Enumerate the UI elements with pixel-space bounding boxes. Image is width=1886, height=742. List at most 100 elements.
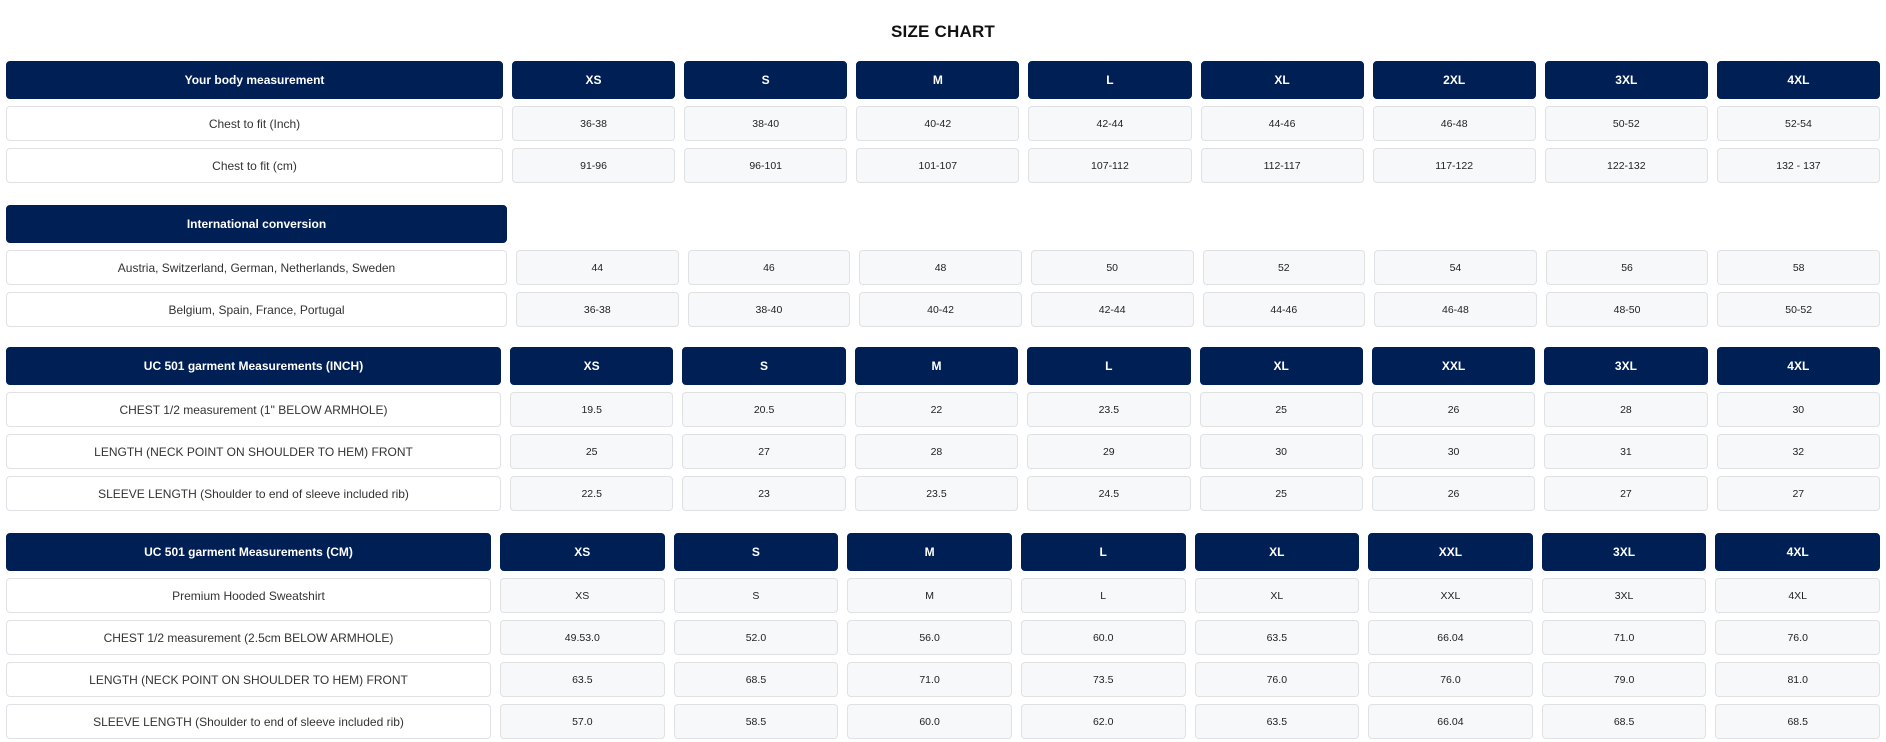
value-cell: 44-46 (1202, 292, 1366, 327)
section-header: UC 501 garment Measurements (CM) (6, 533, 491, 571)
value-cell: 71.0 (847, 662, 1012, 697)
size-header: XL (1200, 61, 1364, 99)
value-cell: 54 (1374, 250, 1537, 285)
value-cell: 36-38 (516, 292, 679, 327)
value-cell: 66.04 (1368, 704, 1533, 739)
section-header: Your body measurement (6, 61, 503, 99)
table-row: LENGTH (NECK POINT ON SHOULDER TO HEM) F… (6, 662, 1880, 697)
value-cell: 50-52 (1544, 106, 1708, 141)
table-row: Austria, Switzerland, German, Netherland… (6, 250, 1880, 285)
value-cell: 68.5 (673, 662, 839, 697)
size-header: M (847, 533, 1012, 571)
value-cell: 117-122 (1372, 148, 1536, 183)
size-header: S (684, 61, 848, 99)
value-cell: 30 (1199, 434, 1363, 469)
value-cell: 91-96 (512, 148, 676, 183)
value-cell: 3XL (1541, 578, 1707, 613)
size-header: 3XL (1544, 61, 1708, 99)
value-cell: 107-112 (1028, 148, 1192, 183)
value-cell: 27 (1716, 476, 1880, 511)
value-cell: 76.0 (1368, 662, 1533, 697)
value-cell: 52 (1202, 250, 1366, 285)
value-cell: 60.0 (847, 704, 1012, 739)
size-header: L (1027, 347, 1191, 385)
value-cell: 24.5 (1027, 476, 1191, 511)
header-row: UC 501 garment Measurements (INCH) XS S M L X… (6, 347, 1880, 385)
value-cell: 48-50 (1545, 292, 1709, 327)
value-cell: 63.5 (1194, 620, 1360, 655)
size-header: XL (1194, 533, 1360, 571)
value-cell: 63.5 (1194, 704, 1360, 739)
value-cell: 32 (1716, 434, 1880, 469)
value-cell: 50-52 (1717, 292, 1880, 327)
value-cell: 73.5 (1020, 662, 1186, 697)
value-cell: XS (500, 578, 665, 613)
value-cell: 22 (854, 392, 1019, 427)
size-header: XS (500, 533, 665, 571)
row-label: Belgium, Spain, France, Portugal (6, 292, 507, 327)
table-row: LENGTH (NECK POINT ON SHOULDER TO HEM) F… (6, 434, 1880, 469)
value-cell: S (673, 578, 839, 613)
value-cell: 68.5 (1715, 704, 1880, 739)
value-cell: 38-40 (687, 292, 851, 327)
value-cell: 26 (1371, 392, 1536, 427)
size-header: XXL (1368, 533, 1533, 571)
value-cell: 58 (1717, 250, 1880, 285)
table-row: SLEEVE LENGTH (Shoulder to end of sleeve… (6, 704, 1880, 739)
section-header: UC 501 garment Measurements (INCH) (6, 347, 501, 385)
row-label: SLEEVE LENGTH (Shoulder to end of sleeve… (6, 704, 491, 739)
size-header: L (1028, 61, 1192, 99)
value-cell: 46-48 (1372, 106, 1536, 141)
section-international-conversion: International conversion Austria, Switzer… (6, 205, 1880, 327)
value-cell: L (1020, 578, 1186, 613)
size-header: M (856, 61, 1020, 99)
value-cell: 22.5 (510, 476, 674, 511)
row-label: Chest to fit (Inch) (6, 106, 503, 141)
value-cell: 23.5 (854, 476, 1019, 511)
value-cell: 52.0 (673, 620, 839, 655)
value-cell: 23.5 (1027, 392, 1191, 427)
table-row: CHEST 1/2 measurement (1" BELOW ARMHOLE)… (6, 392, 1880, 427)
value-cell: 27 (682, 434, 846, 469)
value-cell: 31 (1544, 434, 1708, 469)
section-garment-cm: UC 501 garment Measurements (CM) XS S M L XL X… (6, 533, 1880, 739)
table-row: SLEEVE LENGTH (Shoulder to end of sleeve… (6, 476, 1880, 511)
value-cell: 50 (1030, 250, 1194, 285)
value-cell: 28 (854, 434, 1019, 469)
size-header: 2XL (1372, 61, 1536, 99)
page-title: SIZE CHART (891, 22, 995, 41)
value-cell: 81.0 (1715, 662, 1880, 697)
value-cell: 25 (1199, 476, 1363, 511)
table-row: Belgium, Spain, France, Portugal 36-38 38-… (6, 292, 1880, 327)
value-cell: 44-46 (1200, 106, 1364, 141)
size-header: 3XL (1541, 533, 1707, 571)
value-cell: 132 - 137 (1716, 148, 1880, 183)
value-cell: 42-44 (1030, 292, 1194, 327)
size-header: M (854, 347, 1019, 385)
row-label: Austria, Switzerland, German, Netherland… (6, 250, 507, 285)
table-row: Premium Hooded Sweatshirt XS S M L XL XXL 3XL 4X… (6, 578, 1880, 613)
value-cell: 46-48 (1374, 292, 1537, 327)
size-header: S (673, 533, 839, 571)
row-label: Chest to fit (cm) (6, 148, 503, 183)
size-header: XL (1199, 347, 1363, 385)
value-cell: 4XL (1715, 578, 1880, 613)
value-cell: 112-117 (1200, 148, 1364, 183)
value-cell: 122-132 (1544, 148, 1708, 183)
row-label: CHEST 1/2 measurement (1" BELOW ARMHOLE) (6, 392, 501, 427)
size-header: XS (510, 347, 674, 385)
value-cell: 66.04 (1368, 620, 1533, 655)
value-cell: 57.0 (500, 704, 665, 739)
value-cell: 40-42 (859, 292, 1022, 327)
value-cell: 42-44 (1028, 106, 1192, 141)
value-cell: 36-38 (512, 106, 676, 141)
table-row: Chest to fit (cm) 91-96 96-101 101-107 107-1… (6, 148, 1880, 183)
value-cell: 79.0 (1541, 662, 1707, 697)
value-cell: 25 (1199, 392, 1363, 427)
value-cell: 46 (687, 250, 851, 285)
value-cell: 28 (1544, 392, 1708, 427)
value-cell: 56 (1545, 250, 1709, 285)
header-row: UC 501 garment Measurements (CM) XS S M L XL X… (6, 533, 1880, 571)
value-cell: 49.53.0 (500, 620, 665, 655)
value-cell: 29 (1027, 434, 1191, 469)
